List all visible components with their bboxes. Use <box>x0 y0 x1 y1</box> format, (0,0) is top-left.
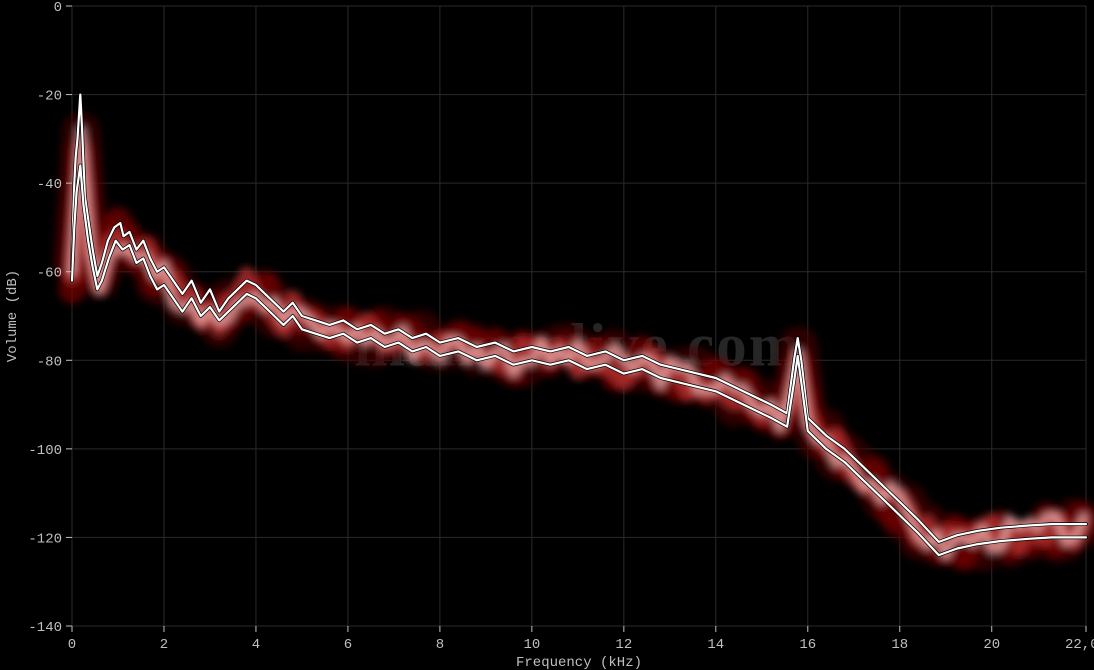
x-tick-label: 12 <box>615 637 632 653</box>
y-tick-label: -120 <box>28 531 62 547</box>
y-tick-label: -20 <box>37 89 62 105</box>
x-tick-label: 22,05 <box>1065 637 1094 653</box>
y-tick-label: -60 <box>37 266 62 282</box>
x-tick-label: 20 <box>983 637 1000 653</box>
y-tick-label: 0 <box>54 0 62 16</box>
y-tick-label: -140 <box>28 620 62 636</box>
x-tick-label: 14 <box>707 637 724 653</box>
y-tick-label: -40 <box>37 177 62 193</box>
y-tick-label: -100 <box>28 443 62 459</box>
x-tick-label: 2 <box>160 637 168 653</box>
spectrum-chart: mansonlive.com0246810121416182022,050-20… <box>0 0 1094 670</box>
x-tick-label: 4 <box>252 637 260 653</box>
x-tick-label: 8 <box>436 637 444 653</box>
x-tick-label: 0 <box>68 637 76 653</box>
x-tick-label: 16 <box>799 637 816 653</box>
x-tick-label: 6 <box>344 637 352 653</box>
y-axis-label: Volume (dB) <box>5 270 21 362</box>
chart-svg: mansonlive.com0246810121416182022,050-20… <box>0 0 1094 670</box>
x-tick-label: 18 <box>891 637 908 653</box>
x-tick-label: 10 <box>523 637 540 653</box>
x-axis-label: Frequency (kHz) <box>516 655 642 670</box>
y-tick-label: -80 <box>37 354 62 370</box>
